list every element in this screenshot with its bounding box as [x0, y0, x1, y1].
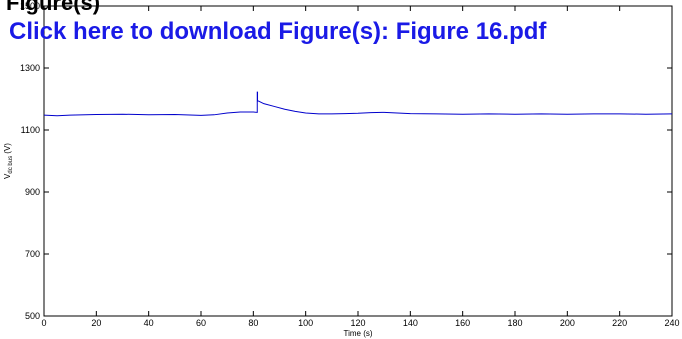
- x-tick-label: 160: [455, 318, 470, 328]
- y-axis-title: Vdc bus (V): [3, 143, 14, 179]
- download-figure-link[interactable]: Click here to download Figure(s): Figure…: [9, 18, 547, 45]
- x-axis-title: Time (s): [343, 329, 372, 338]
- y-axis-title-unit: (V): [3, 143, 12, 156]
- y-tick-label: 1300: [20, 63, 40, 73]
- x-tick-label: 60: [196, 318, 206, 328]
- x-tick-label: 140: [403, 318, 418, 328]
- series-line: [43, 91, 673, 117]
- y-tick-label-top: 1500: [20, 1, 40, 11]
- plot-frame: [43, 5, 673, 317]
- figure-header-title: Figure(s): [6, 0, 101, 15]
- x-tick-label: 80: [248, 318, 258, 328]
- y-tick-label: 1100: [21, 125, 40, 135]
- y-axis-title-main: V: [3, 173, 12, 179]
- x-tick-label: 220: [612, 318, 627, 328]
- y-tick-label: 700: [25, 249, 40, 259]
- y-tick-label: 500: [25, 311, 40, 321]
- x-tick-label: 100: [298, 318, 313, 328]
- x-tick-label: 120: [350, 318, 365, 328]
- x-tick-label: 240: [664, 318, 679, 328]
- x-tick-label: 40: [144, 318, 154, 328]
- y-tick-label: 900: [25, 187, 40, 197]
- x-tick-label: 180: [507, 318, 522, 328]
- x-tick-label: 200: [560, 318, 575, 328]
- x-axis: 0 20 40 60 80 100 120 140 160 180 200 220 240: [41, 6, 680, 328]
- x-tick-label: 0: [41, 318, 46, 328]
- plot-area: [43, 5, 673, 317]
- y-axis: 500 700 900 1100 1300 1500: [20, 1, 672, 321]
- y-axis-title-subscript: dc bus: [8, 156, 14, 174]
- x-tick-label: 20: [91, 318, 101, 328]
